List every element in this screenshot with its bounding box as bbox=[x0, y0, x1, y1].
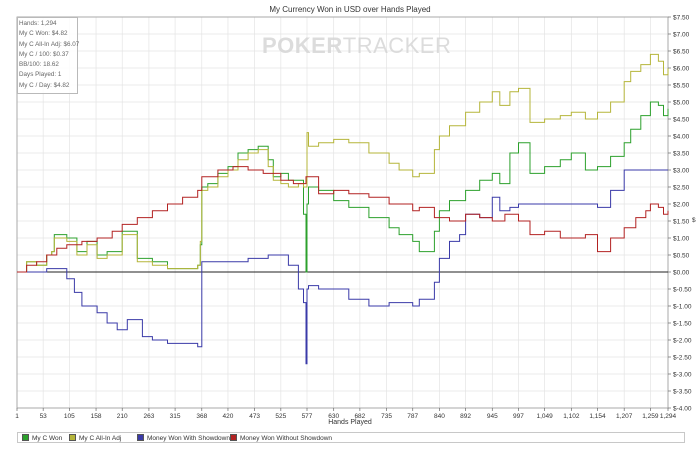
x-tick-label: 997 bbox=[513, 413, 524, 420]
watermark-logo: POKERTRACKER bbox=[262, 33, 451, 59]
y-tick-label: $5.00 bbox=[673, 99, 690, 106]
y-tick-label: $0.00 bbox=[673, 269, 690, 276]
y-tick-label: $6.50 bbox=[673, 48, 690, 55]
legend-swatch-my-c-won bbox=[22, 433, 29, 441]
x-tick-label: 787 bbox=[407, 413, 418, 420]
x-tick-label: 892 bbox=[460, 413, 471, 420]
y-tick-label: $0.50 bbox=[673, 252, 690, 259]
y-tick-label: $-2.50 bbox=[673, 354, 692, 361]
y-tick-label: $1.50 bbox=[673, 218, 690, 225]
x-tick-label: 1,207 bbox=[616, 413, 633, 420]
x-tick-label: 630 bbox=[328, 413, 339, 420]
x-tick-label: 1,102 bbox=[563, 413, 580, 420]
x-tick-label: 1,294 bbox=[660, 413, 677, 420]
x-tick-label: 1,259 bbox=[642, 413, 659, 420]
legend-swatch-with-showdown bbox=[137, 433, 144, 441]
y-tick-label: $-0.50 bbox=[673, 286, 692, 293]
y-tick-label: $1.00 bbox=[673, 235, 690, 242]
watermark-part2: TRACKER bbox=[342, 33, 452, 58]
x-tick-label: 735 bbox=[381, 413, 392, 420]
grid-layer bbox=[16, 16, 669, 409]
x-tick-label: 682 bbox=[354, 413, 365, 420]
y-tick-label: $4.00 bbox=[673, 133, 690, 140]
x-tick-label: 315 bbox=[170, 413, 181, 420]
legend-label: My C Won bbox=[32, 435, 63, 442]
x-axis-label: Hands Played bbox=[328, 419, 372, 426]
x-axis-ticks: 1 53 105 158 210 263 315 368 420 473 525 577 630 682 7… bbox=[15, 408, 677, 420]
x-tick-label: 1 bbox=[15, 413, 19, 420]
x-tick-label: 158 bbox=[91, 413, 102, 420]
y-tick-label: $2.00 bbox=[673, 201, 690, 208]
x-tick-label: 210 bbox=[117, 413, 128, 420]
y-tick-label: $-3.00 bbox=[673, 371, 692, 378]
x-tick-label: 840 bbox=[434, 413, 445, 420]
stat-hands: Hands: 1,294 bbox=[19, 20, 57, 27]
x-tick-label: 420 bbox=[223, 413, 234, 420]
stat-my-c-won: My C Won: $4.82 bbox=[19, 30, 68, 38]
y-axis-ticks: $7.50 $7.00 $6.50 $6.00 $5.50 $5.00 $4.50 $4.00… bbox=[668, 14, 692, 412]
x-tick-label: 53 bbox=[40, 413, 48, 420]
stat-c-per-day: My C / Day: $4.82 bbox=[19, 81, 70, 89]
legend-item-with-showdown: Money Won With Showdown bbox=[137, 433, 230, 443]
legend-label: My C All-In Adj bbox=[79, 435, 122, 442]
x-tick-label: 1,049 bbox=[537, 413, 554, 420]
x-tick-label: 263 bbox=[143, 413, 154, 420]
x-tick-label: 473 bbox=[249, 413, 260, 420]
series-line-money-won-without-showdown bbox=[17, 166, 669, 273]
y-tick-label: $-4.00 bbox=[673, 405, 692, 412]
y-tick-label: $-3.50 bbox=[673, 388, 692, 395]
y-tick-label: $7.50 bbox=[673, 14, 690, 21]
x-tick-label: 368 bbox=[196, 413, 207, 420]
stat-bb-per-100: BB/100: 18.62 bbox=[19, 61, 59, 69]
x-tick-label: 577 bbox=[302, 413, 313, 420]
series-line-my-c-all-in-adj bbox=[17, 53, 669, 273]
plot-frame bbox=[16, 16, 669, 409]
legend-item-without-showdown: Money Won Without Showdown bbox=[230, 433, 333, 443]
y-tick-label: $3.50 bbox=[673, 150, 690, 157]
y-tick-label: $-2.00 bbox=[673, 337, 692, 344]
x-tick-label: 1,154 bbox=[589, 413, 606, 420]
y-tick-label: $-1.00 bbox=[673, 303, 692, 310]
legend: My C Won My C All-In Adj Money Won With … bbox=[17, 432, 685, 443]
stat-c-per-100: My C / 100: $0.37 bbox=[19, 50, 69, 58]
x-tick-label: 105 bbox=[64, 413, 75, 420]
y-axis-label: $ bbox=[692, 217, 696, 224]
y-tick-label: $7.00 bbox=[673, 31, 690, 38]
y-tick-label: $-1.50 bbox=[673, 320, 692, 327]
legend-label: Money Won Without Showdown bbox=[240, 435, 333, 442]
stats-box: Hands: 1,294 My C Won: $4.82 My C All-In… bbox=[17, 17, 80, 95]
y-tick-label: $5.50 bbox=[673, 82, 690, 89]
legend-swatch-all-in-adj bbox=[69, 433, 76, 441]
stat-days-played: Days Played: 1 bbox=[19, 71, 62, 79]
legend-swatch-without-showdown bbox=[230, 433, 237, 441]
y-tick-label: $4.50 bbox=[673, 116, 690, 123]
x-tick-label: 945 bbox=[487, 413, 498, 420]
legend-item-my-c-all-in-adj: My C All-In Adj bbox=[69, 433, 122, 443]
y-tick-label: $6.00 bbox=[673, 65, 690, 72]
stat-all-in-adj: My C All-In Adj: $6.07 bbox=[19, 40, 80, 48]
series-layer bbox=[17, 53, 669, 365]
y-tick-label: $2.50 bbox=[673, 184, 690, 191]
x-tick-label: 525 bbox=[275, 413, 286, 420]
series-line-money-won-with-showdown bbox=[17, 169, 668, 365]
legend-item-my-c-won: My C Won bbox=[22, 433, 63, 443]
chart-title: My Currency Won in USD over Hands Played bbox=[269, 5, 431, 14]
y-tick-label: $3.00 bbox=[673, 167, 690, 174]
legend-label: Money Won With Showdown bbox=[147, 435, 230, 442]
watermark-part1: POKER bbox=[262, 33, 343, 58]
